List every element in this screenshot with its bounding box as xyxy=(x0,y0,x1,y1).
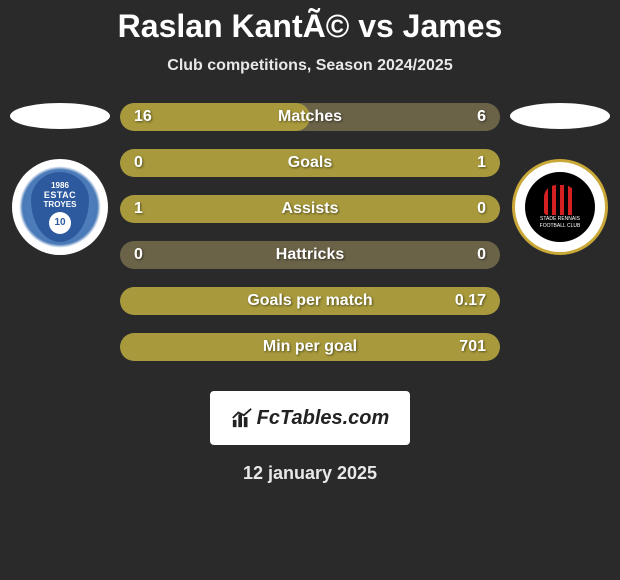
chart-icon xyxy=(231,407,253,429)
main-row: 1986 ESTAC TROYES 10 16 Matches 6 0 Goals 1 1 A… xyxy=(0,103,620,379)
rennes-text-1: STADE RENNAIS xyxy=(540,217,580,223)
stat-value-right: 701 xyxy=(459,338,486,356)
player-1-avatar xyxy=(10,103,110,129)
stat-row: Min per goal 701 xyxy=(120,333,500,361)
stat-label: Assists xyxy=(282,200,339,218)
player-2-avatar xyxy=(510,103,610,129)
club-badge-troyes: 1986 ESTAC TROYES 10 xyxy=(12,159,108,255)
brand-text: FcTables.com xyxy=(231,407,390,430)
date-footer: 12 january 2025 xyxy=(243,463,377,484)
stat-value-left: 16 xyxy=(134,108,152,126)
stats-column: 16 Matches 6 0 Goals 1 1 Assists 0 0 Hattricks 0 Goa… xyxy=(120,103,500,379)
rennes-inner: STADE RENNAIS FOOTBALL CLUB xyxy=(525,172,595,242)
troyes-year: 1986 xyxy=(51,181,69,190)
page-title: Raslan KantÃ© vs James xyxy=(118,8,503,45)
stat-label: Hattricks xyxy=(276,246,344,264)
comparison-card: Raslan KantÃ© vs James Club competitions… xyxy=(0,0,620,484)
stat-label: Min per goal xyxy=(263,338,357,356)
troyes-number: 10 xyxy=(49,212,71,234)
stat-value-left: 0 xyxy=(134,154,143,172)
brand-label: FcTables.com xyxy=(257,407,390,430)
club-badge-rennes: STADE RENNAIS FOOTBALL CLUB xyxy=(512,159,608,255)
stat-row: Goals per match 0.17 xyxy=(120,287,500,315)
troyes-shield: 1986 ESTAC TROYES 10 xyxy=(31,172,89,242)
stat-value-left: 1 xyxy=(134,200,143,218)
left-player-col: 1986 ESTAC TROYES 10 xyxy=(0,103,120,255)
stat-row: 16 Matches 6 xyxy=(120,103,500,131)
stat-value-right: 0 xyxy=(477,200,486,218)
stat-value-right: 0 xyxy=(477,246,486,264)
brand-box[interactable]: FcTables.com xyxy=(210,391,410,445)
troyes-name: ESTAC xyxy=(44,190,76,200)
stat-row: 1 Assists 0 xyxy=(120,195,500,223)
stat-value-right: 6 xyxy=(477,108,486,126)
right-player-col: STADE RENNAIS FOOTBALL CLUB xyxy=(500,103,620,255)
stat-value-right: 1 xyxy=(477,154,486,172)
stat-label: Goals per match xyxy=(247,292,372,310)
rennes-stripes-icon xyxy=(544,185,576,215)
stat-label: Matches xyxy=(278,108,342,126)
stat-row: 0 Hattricks 0 xyxy=(120,241,500,269)
stat-label: Goals xyxy=(288,154,332,172)
troyes-sub: TROYES xyxy=(44,200,77,209)
stat-value-right: 0.17 xyxy=(455,292,486,310)
stat-value-left: 0 xyxy=(134,246,143,264)
stat-row: 0 Goals 1 xyxy=(120,149,500,177)
rennes-text-2: FOOTBALL CLUB xyxy=(540,224,581,230)
subtitle: Club competitions, Season 2024/2025 xyxy=(167,57,452,75)
